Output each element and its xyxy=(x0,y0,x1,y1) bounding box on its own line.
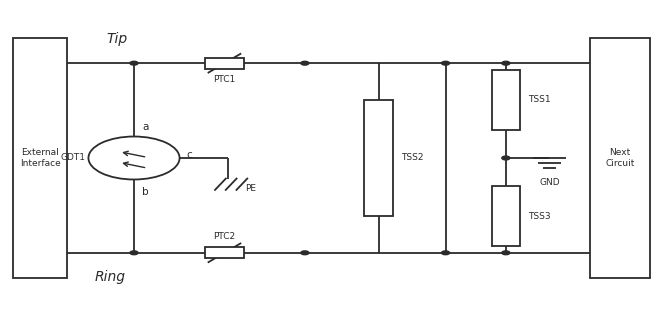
Text: Next
Circuit: Next Circuit xyxy=(605,148,634,168)
Text: PTC2: PTC2 xyxy=(213,232,236,241)
Text: External
Interface: External Interface xyxy=(20,148,60,168)
Circle shape xyxy=(130,61,138,65)
Text: PTC1: PTC1 xyxy=(213,75,236,84)
Circle shape xyxy=(442,251,450,255)
Text: Ring: Ring xyxy=(95,270,126,284)
Bar xyxy=(205,247,244,258)
Circle shape xyxy=(130,251,138,255)
Text: TSS1: TSS1 xyxy=(528,95,551,104)
Text: b: b xyxy=(142,187,149,197)
Text: TSS2: TSS2 xyxy=(401,154,423,162)
Circle shape xyxy=(301,251,309,255)
Bar xyxy=(205,58,244,69)
Bar xyxy=(590,38,650,278)
Bar xyxy=(492,186,520,246)
Bar xyxy=(492,70,520,130)
Bar xyxy=(13,38,67,278)
Bar xyxy=(364,100,393,216)
Text: c: c xyxy=(186,150,192,161)
Text: Tip: Tip xyxy=(107,32,128,46)
Circle shape xyxy=(502,61,510,65)
Text: PE: PE xyxy=(245,184,256,193)
Circle shape xyxy=(301,61,309,65)
Circle shape xyxy=(442,61,450,65)
Text: GND: GND xyxy=(539,178,559,186)
Text: a: a xyxy=(142,122,149,132)
Text: TSS3: TSS3 xyxy=(528,212,551,221)
Circle shape xyxy=(502,251,510,255)
Text: GDT1: GDT1 xyxy=(60,154,85,162)
Circle shape xyxy=(502,156,510,160)
